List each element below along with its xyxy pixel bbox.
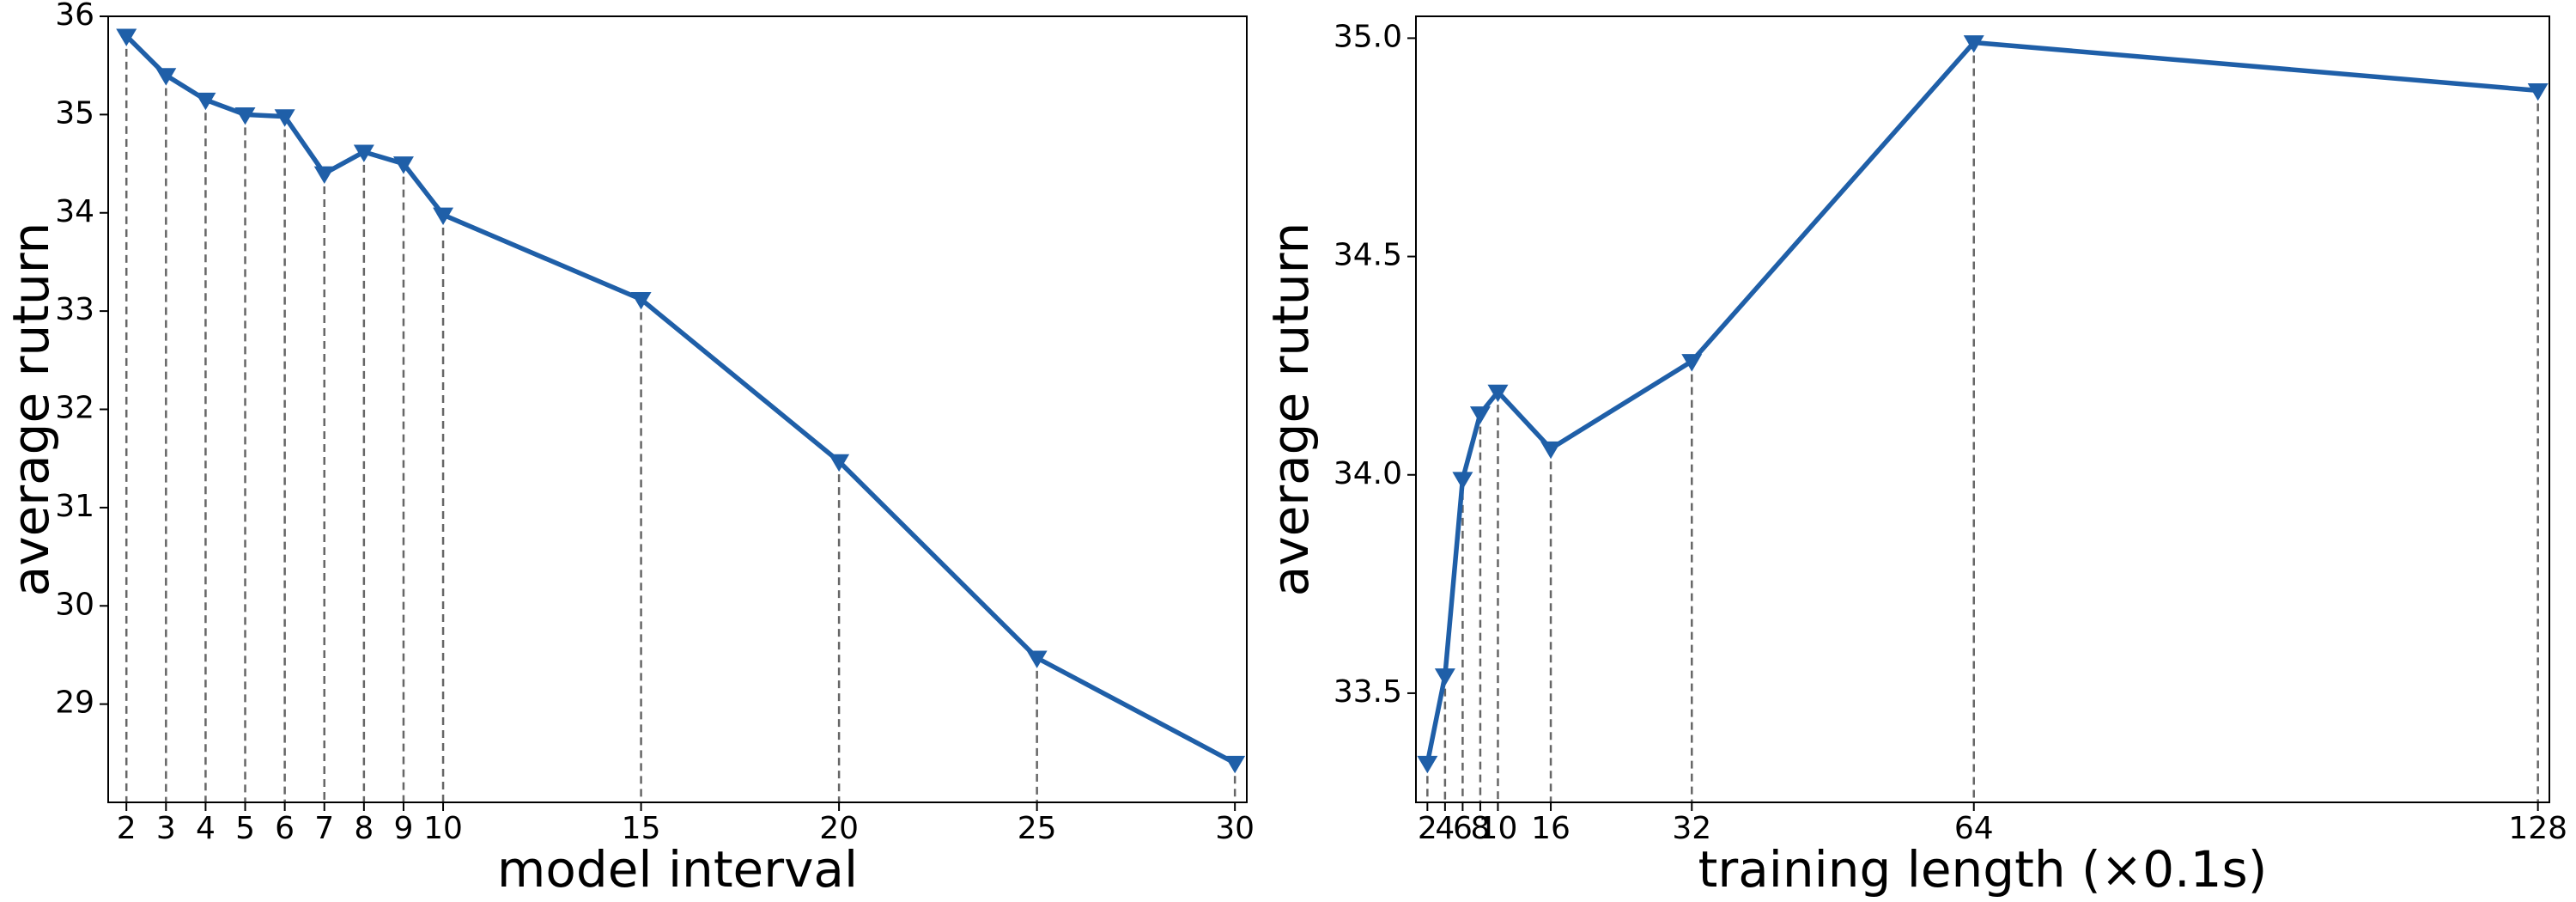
data-point xyxy=(392,156,414,174)
y-axis-label: average ruturn xyxy=(2,222,60,597)
data-point xyxy=(433,207,454,226)
y-tick-label: 34.5 xyxy=(1334,238,1402,273)
x-axis-label: model interval xyxy=(497,840,858,899)
y-tick-label: 35.0 xyxy=(1334,19,1402,54)
x-tick-label: 20 xyxy=(819,811,859,846)
data-point xyxy=(1681,354,1703,372)
y-tick-label: 36 xyxy=(55,0,94,33)
data-point xyxy=(1469,406,1491,424)
x-tick-label: 6 xyxy=(275,811,295,846)
data-point xyxy=(630,292,652,310)
y-tick-label: 35 xyxy=(55,95,94,131)
x-tick-label: 8 xyxy=(1470,811,1490,846)
y-tick-label: 33.5 xyxy=(1334,674,1402,710)
data-point xyxy=(1026,650,1048,668)
data-line xyxy=(125,34,1236,765)
plot-frame xyxy=(107,15,1248,803)
data-point xyxy=(155,68,177,86)
x-tick-label: 7 xyxy=(314,811,334,846)
x-tick-label: 9 xyxy=(393,811,413,846)
x-tick-label: 6 xyxy=(1453,811,1473,846)
data-point xyxy=(1417,755,1438,774)
x-axis-label: training length (×0.1s) xyxy=(1698,840,2268,899)
data-point xyxy=(1963,35,1984,53)
y-tick-label: 31 xyxy=(55,489,94,524)
x-tick-label: 128 xyxy=(2508,811,2567,846)
x-tick-label: 16 xyxy=(1531,811,1571,846)
y-tick-label: 34.0 xyxy=(1334,456,1402,491)
y-tick-label: 32 xyxy=(55,391,94,426)
data-point xyxy=(1452,472,1473,490)
y-axis-label: average ruturn xyxy=(1261,222,1320,597)
x-tick-label: 3 xyxy=(156,811,176,846)
x-tick-label: 4 xyxy=(1435,811,1455,846)
y-tick-label: 34 xyxy=(55,194,94,229)
x-tick-label: 2 xyxy=(1418,811,1437,846)
data-point xyxy=(1487,384,1509,403)
data-point xyxy=(234,107,256,125)
data-point xyxy=(2527,83,2549,101)
x-tick-label: 4 xyxy=(196,811,216,846)
x-tick-label: 2 xyxy=(117,811,137,846)
y-tick-label: 30 xyxy=(55,587,94,622)
data-point xyxy=(116,28,137,46)
x-tick-label: 10 xyxy=(1479,811,1518,846)
x-tick-label: 25 xyxy=(1018,811,1057,846)
data-point xyxy=(1540,441,1562,460)
x-tick-label: 15 xyxy=(622,811,661,846)
x-tick-label: 8 xyxy=(354,811,374,846)
x-tick-label: 64 xyxy=(1954,811,1994,846)
data-point xyxy=(353,144,374,162)
data-point xyxy=(195,92,216,111)
plot-frame xyxy=(1415,15,2550,803)
y-tick-label: 33 xyxy=(55,292,94,327)
data-point xyxy=(829,454,850,472)
x-tick-label: 5 xyxy=(235,811,255,846)
data-point xyxy=(274,109,295,127)
data-point xyxy=(1434,668,1455,686)
y-tick-label: 29 xyxy=(55,686,94,721)
data-point xyxy=(1224,755,1246,774)
x-tick-label: 30 xyxy=(1215,811,1255,846)
data-line xyxy=(1425,40,2538,764)
data-point xyxy=(313,166,335,184)
x-tick-label: 32 xyxy=(1672,811,1711,846)
x-tick-label: 10 xyxy=(423,811,463,846)
